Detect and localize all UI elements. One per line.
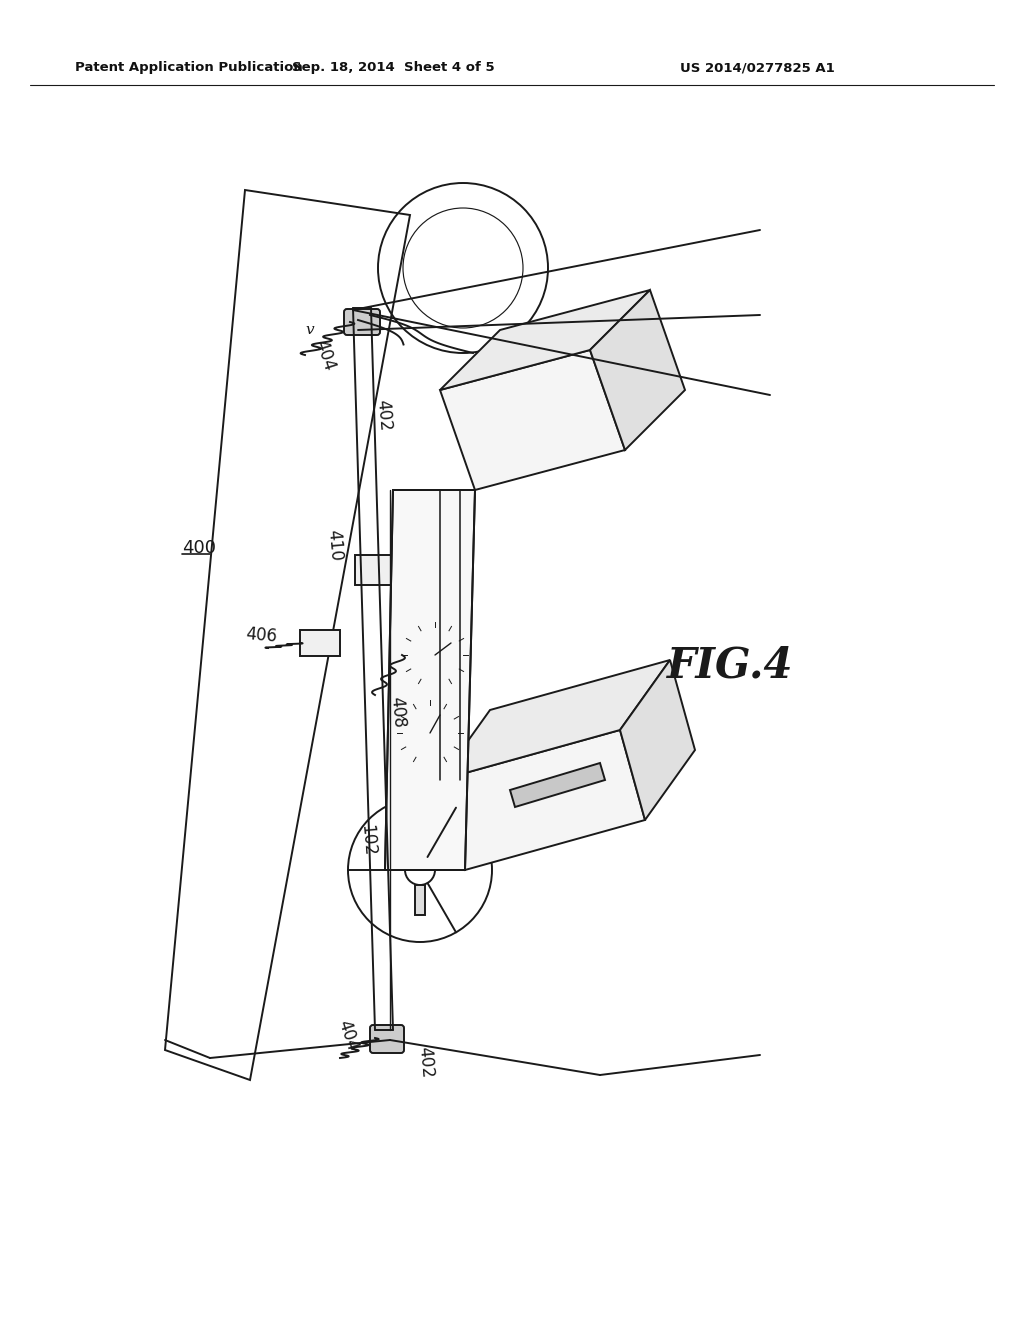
Circle shape [402,622,468,688]
Text: Patent Application Publication: Patent Application Publication [75,62,303,74]
Polygon shape [440,350,625,490]
Text: 402: 402 [373,399,393,432]
Text: 410: 410 [325,528,345,561]
Polygon shape [440,730,645,870]
Text: v: v [306,323,314,337]
Text: 408: 408 [387,696,408,729]
Text: 102: 102 [357,824,378,857]
Text: 404: 404 [335,1018,361,1053]
Text: 406: 406 [245,624,278,645]
Circle shape [397,700,463,766]
Bar [355,554,393,585]
Polygon shape [590,290,685,450]
Text: Sep. 18, 2014  Sheet 4 of 5: Sep. 18, 2014 Sheet 4 of 5 [292,62,495,74]
Text: 404: 404 [311,337,338,372]
Polygon shape [440,660,670,780]
Text: 400: 400 [182,539,216,557]
FancyBboxPatch shape [344,309,380,335]
Circle shape [427,730,433,737]
Polygon shape [620,660,695,820]
Text: FIG.4: FIG.4 [667,644,794,686]
Bar [415,884,425,915]
Polygon shape [385,490,475,870]
Text: US 2014/0277825 A1: US 2014/0277825 A1 [680,62,835,74]
Polygon shape [510,763,605,807]
Circle shape [432,652,438,657]
FancyBboxPatch shape [370,1026,404,1053]
Bar [300,630,340,656]
Text: 402: 402 [415,1045,435,1078]
Polygon shape [440,290,650,389]
